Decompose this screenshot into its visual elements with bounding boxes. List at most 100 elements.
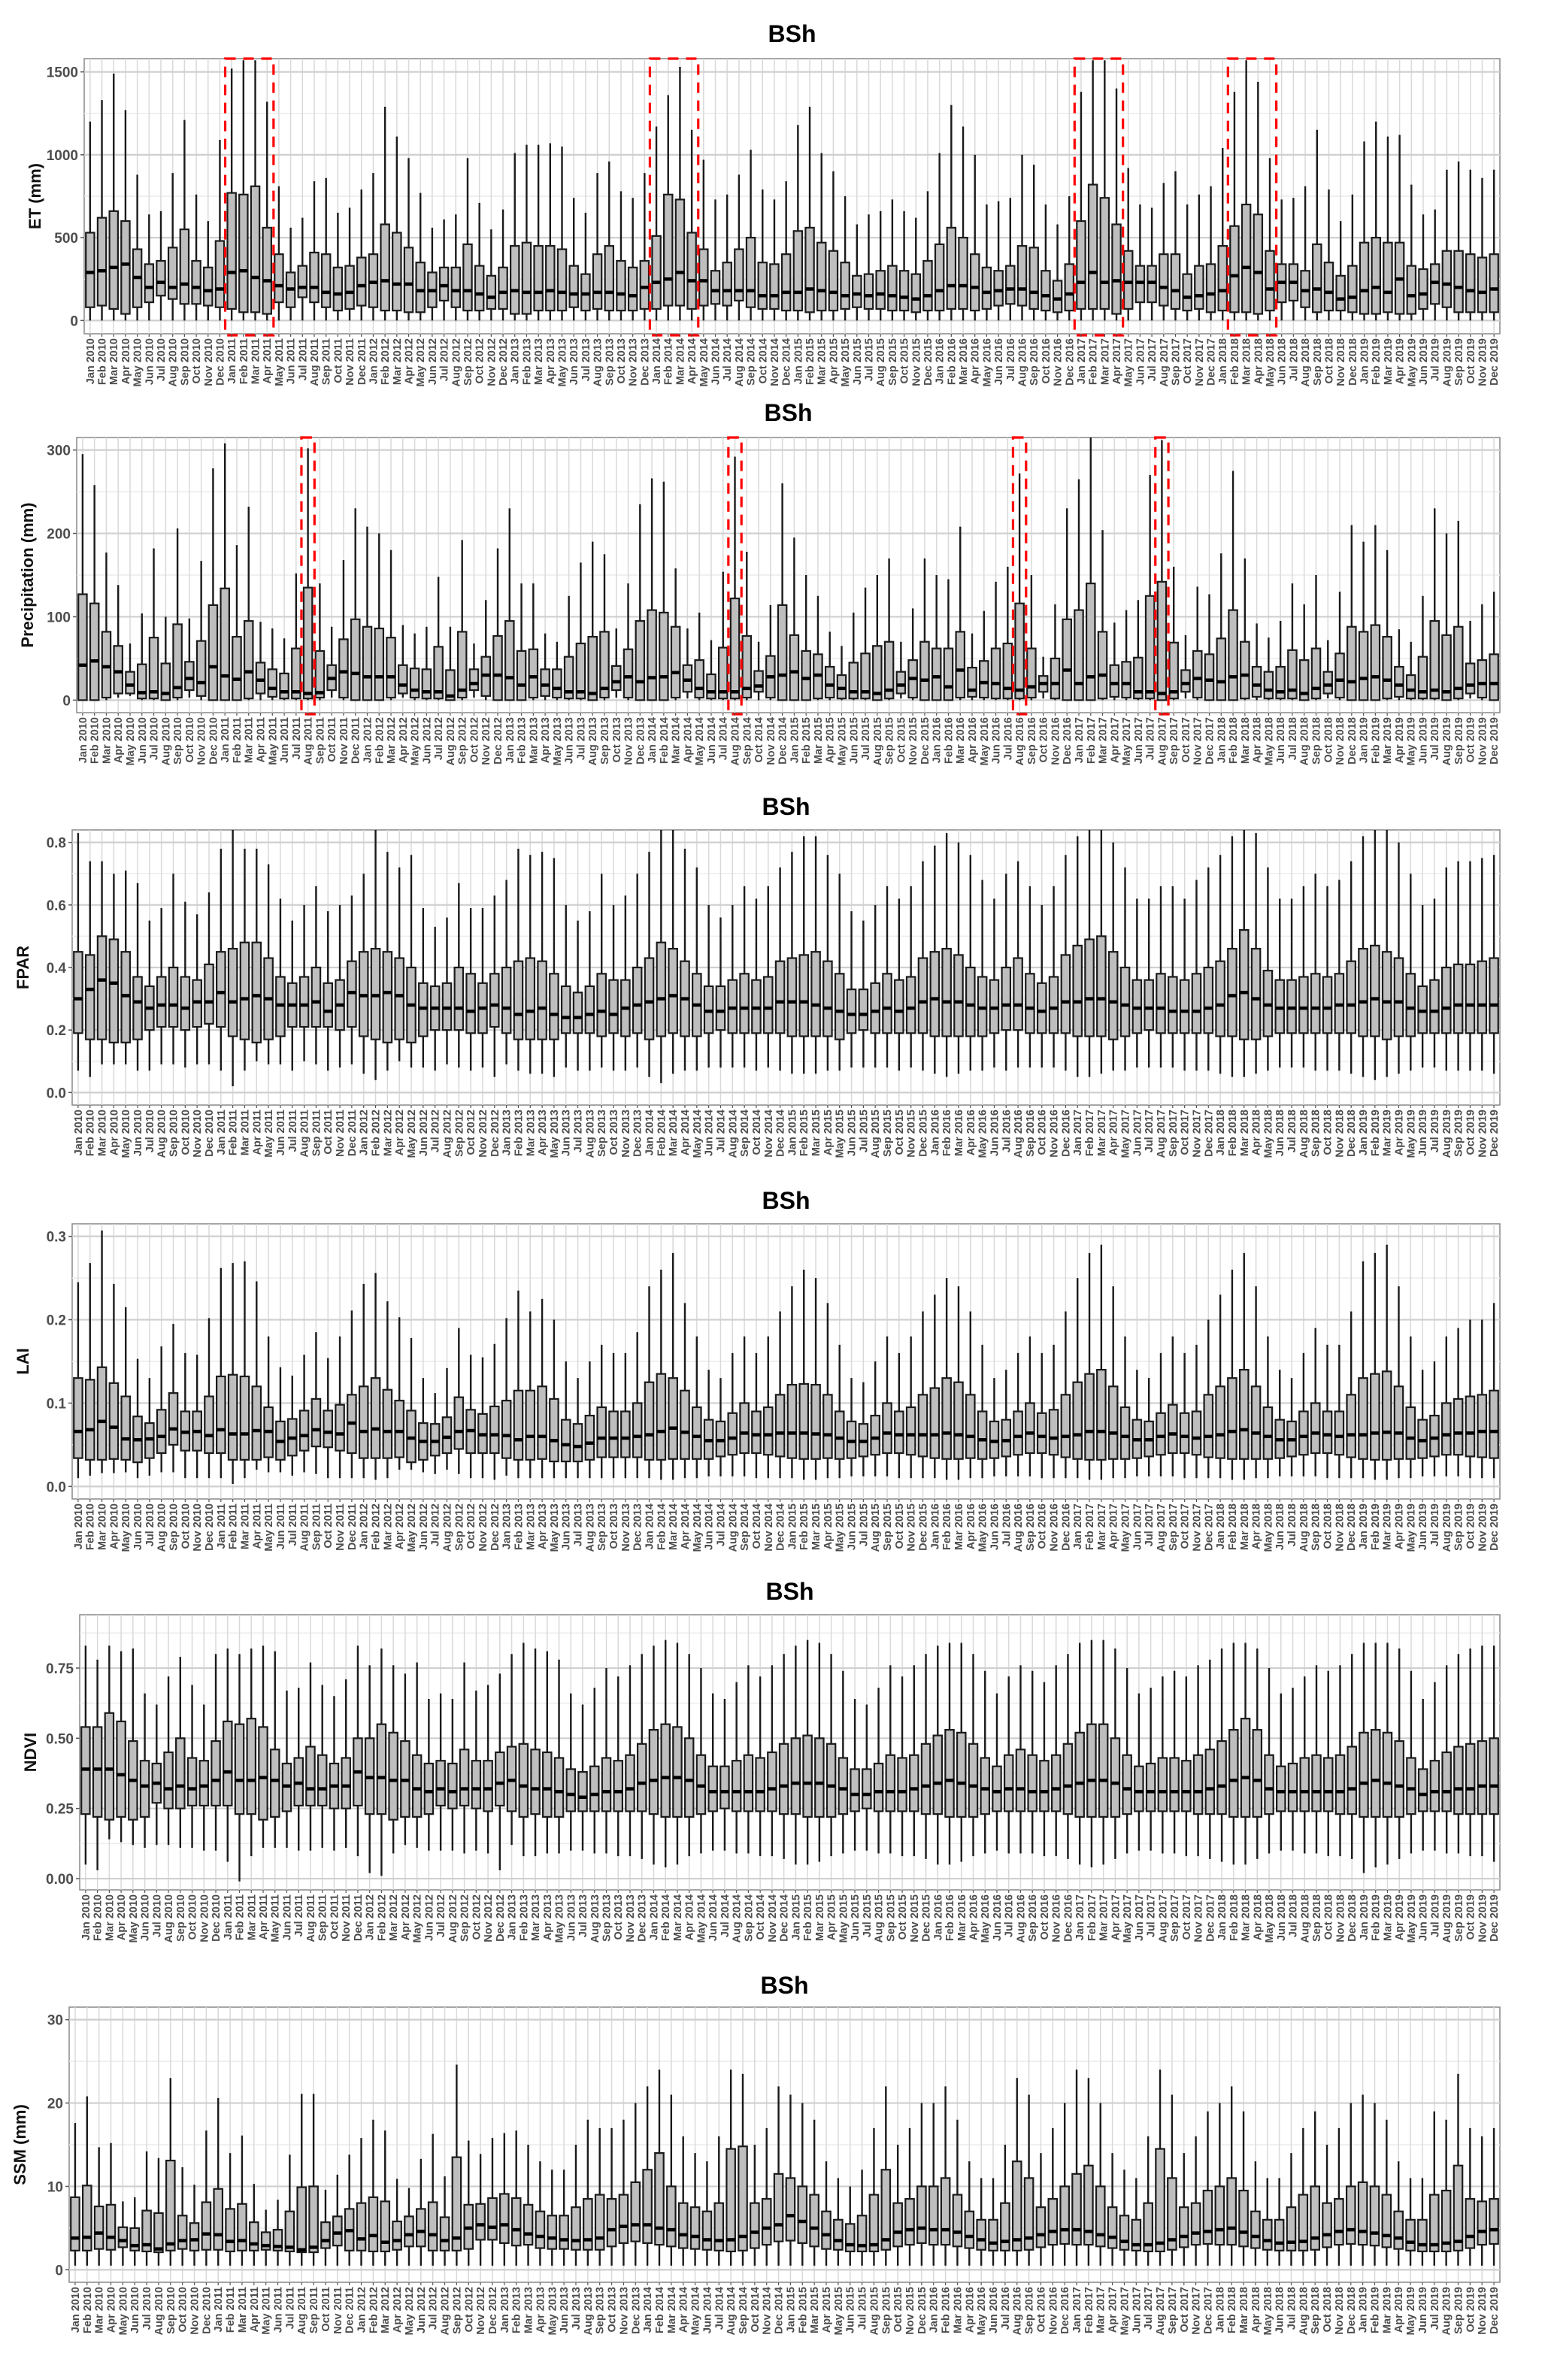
box-iqr: [1334, 1754, 1346, 1815]
box-may-2010: [125, 643, 135, 696]
box-jan-2014: [642, 2086, 653, 2266]
box-oct-2014: [751, 898, 762, 1071]
x-tick-label: May 2012: [406, 1503, 418, 1552]
box-iqr: [1322, 1757, 1334, 1812]
x-tick-label: Feb 2012: [371, 1110, 383, 1156]
box-iqr: [186, 1757, 198, 1807]
box-iqr: [981, 266, 992, 310]
box-iqr: [1453, 1397, 1464, 1456]
box-feb-2016: [946, 104, 957, 321]
x-tick-label: Jun 2017: [1134, 1894, 1146, 1941]
x-tick-label: Sep 2017: [1168, 1110, 1180, 1157]
box-iqr: [1477, 659, 1488, 699]
box-may-2010: [117, 2201, 129, 2266]
box-iqr: [1014, 602, 1025, 700]
chart-title: BSh: [762, 1187, 810, 1214]
box-iqr: [1169, 1757, 1180, 1812]
x-tick-label: May 2015: [835, 1110, 847, 1158]
box-iqr: [1228, 1729, 1239, 1818]
box-iqr: [302, 586, 314, 700]
box-iqr: [683, 1737, 695, 1818]
box-oct-2010: [177, 2167, 188, 2266]
box-sep-2010: [168, 874, 179, 1064]
box-iqr: [362, 625, 373, 701]
x-tick-label: Feb 2018: [1229, 338, 1241, 385]
x-tick-label: Sep 2010: [168, 1503, 180, 1551]
box-apr-2016: [968, 1654, 979, 1857]
x-tick-label: Nov 2016: [1049, 1503, 1061, 1552]
box-iqr: [1322, 1410, 1333, 1455]
x-tick-label: Jun 2019: [1418, 1894, 1430, 1941]
x-tick-label: Apr 2013: [545, 338, 557, 384]
box-iqr: [1015, 1749, 1026, 1812]
x-tick-label: Apr 2019: [1395, 338, 1407, 384]
x-tick-label: Mar 2010: [94, 2287, 106, 2333]
box-oct-2010: [184, 618, 195, 698]
x-tick-label: Nov 2014: [763, 1110, 775, 1158]
box-jan-2016: [934, 153, 945, 321]
box-iqr: [1023, 2177, 1035, 2251]
box-iqr: [797, 2185, 808, 2244]
box-feb-2012: [376, 1648, 387, 1876]
x-tick-label: Jul 2015: [858, 1503, 870, 1546]
box-iqr: [409, 668, 420, 699]
box-iqr: [964, 2210, 975, 2249]
x-tick-label: May 2012: [404, 2287, 416, 2336]
box-iqr: [863, 273, 874, 310]
x-tick-label: Jun 2012: [427, 338, 439, 385]
x-tick-label: Jan 2015: [792, 338, 804, 384]
box-jan-2013: [501, 1318, 512, 1476]
box-dec-2016: [1060, 1311, 1071, 1479]
x-tick-label: Feb 2013: [513, 1503, 525, 1550]
x-tick-label: Mar 2019: [1382, 1110, 1394, 1156]
box-oct-2015: [894, 898, 904, 1071]
box-apr-2011: [248, 2184, 259, 2266]
y-tick-label: 1500: [47, 65, 78, 81]
box-iqr: [216, 951, 226, 1028]
box-iqr: [160, 662, 171, 701]
box-iqr: [955, 631, 966, 699]
box-iqr: [1441, 250, 1453, 308]
box-iqr: [380, 2200, 391, 2253]
box-feb-2016: [940, 2086, 951, 2266]
x-tick-label: Aug 2019: [1441, 1110, 1453, 1158]
box-sep-2015: [880, 2086, 892, 2266]
box-sep-2010: [175, 1657, 186, 1848]
box-may-2019: [1405, 1336, 1416, 1479]
box-apr-2012: [400, 1673, 410, 1846]
box-iqr: [513, 960, 524, 1040]
box-jan-2018: [1214, 2103, 1225, 2266]
box-iqr: [177, 2215, 188, 2250]
box-jan-2013: [509, 153, 520, 321]
box-iqr: [411, 1754, 423, 1818]
x-tick-label: Feb 2016: [944, 1894, 956, 1941]
box-iqr: [504, 619, 515, 701]
x-tick-label: Jan 2010: [80, 1894, 92, 1940]
box-aug-2016: [1013, 1352, 1023, 1477]
box-iqr: [1144, 595, 1156, 700]
box-iqr: [153, 2212, 164, 2254]
box-iqr: [453, 1396, 465, 1450]
box-jun-2016: [992, 1693, 1002, 1851]
box-iqr: [451, 2156, 462, 2251]
box-apr-2013: [537, 852, 547, 1074]
x-tick-label: Jun 2017: [1133, 717, 1145, 764]
box-apr-2017: [1109, 622, 1120, 701]
box-apr-2015: [822, 855, 833, 1071]
box-iqr: [944, 1729, 955, 1818]
box-mar-2014: [666, 2094, 677, 2266]
box-iqr: [910, 273, 922, 313]
box-iqr: [1358, 947, 1368, 1037]
box-iqr: [774, 1394, 786, 1458]
box-iqr: [1028, 247, 1039, 310]
x-tick-label: May 2011: [263, 1503, 275, 1552]
box-iqr: [757, 262, 768, 310]
y-tick-label: 0: [62, 693, 71, 709]
box-iqr: [734, 248, 744, 302]
box-jul-2013: [572, 1378, 583, 1479]
box-oct-2018: [1322, 640, 1334, 699]
box-iqr: [1441, 634, 1452, 701]
x-tick-label: Feb 2013: [521, 338, 533, 385]
box-iqr: [421, 668, 432, 700]
box-jul-2011: [293, 1688, 304, 1851]
